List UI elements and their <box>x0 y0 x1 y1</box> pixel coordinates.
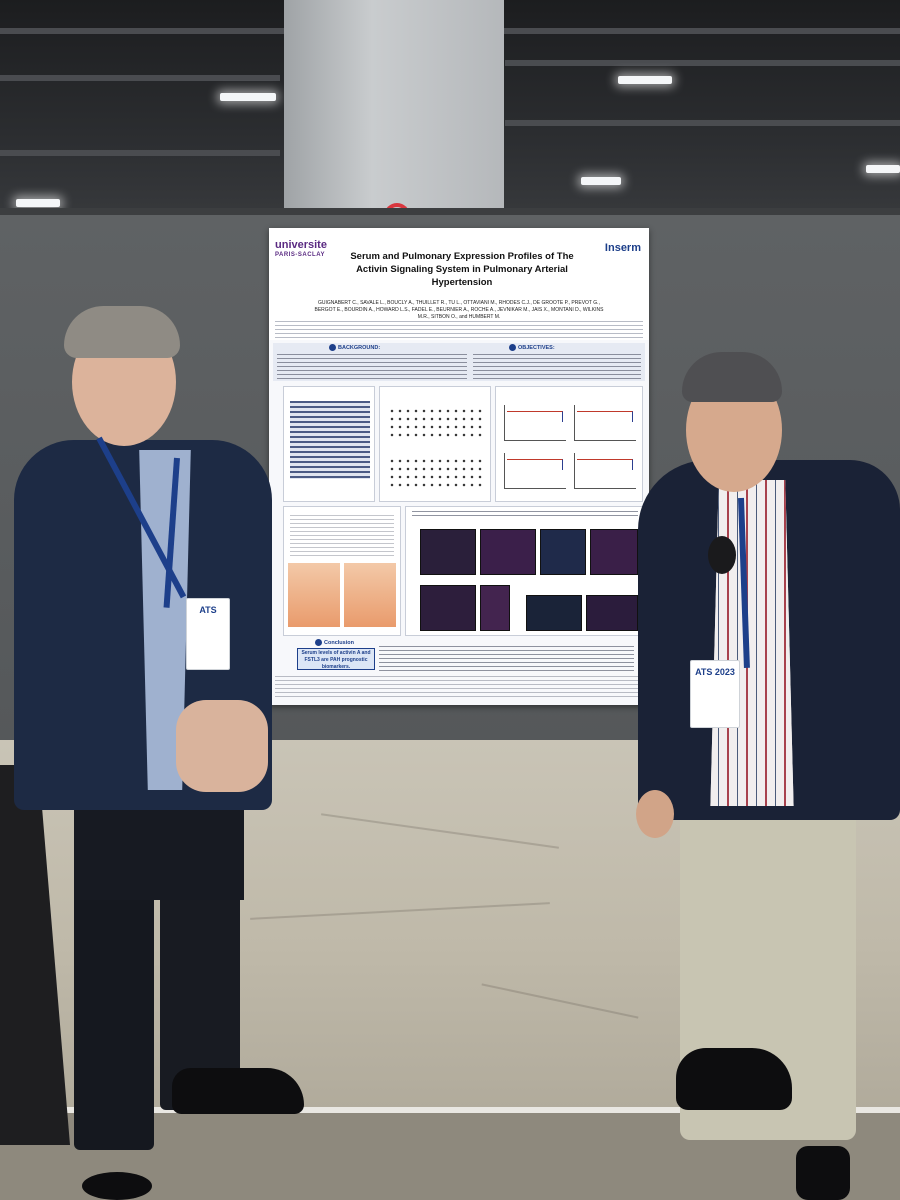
mechanism-diagram-panel <box>283 506 401 636</box>
micrograph <box>590 529 638 575</box>
floor-crack <box>250 902 550 920</box>
violin-plot <box>388 457 484 491</box>
pah-diagram <box>344 563 396 627</box>
survival-curve <box>574 453 636 489</box>
affiliations-text <box>275 321 643 341</box>
cohort-table <box>290 401 370 479</box>
micrograph <box>540 529 586 575</box>
poster-authors: GUIGNABERT C., SAVALE L., BOUCLY A., THU… <box>314 300 604 320</box>
poster-footer <box>275 676 643 700</box>
floor-crack <box>481 983 639 1019</box>
name-badge: ATS <box>186 598 230 670</box>
university-logo-sub: PARIS-SACLAY <box>275 252 326 258</box>
floor-line <box>0 1107 900 1113</box>
micrograph <box>480 529 536 575</box>
shoe <box>676 1048 792 1110</box>
ceiling-light <box>16 199 60 207</box>
sunglasses-icon <box>708 536 736 574</box>
healthy-diagram <box>288 563 340 627</box>
micrograph <box>586 595 638 631</box>
micrograph <box>420 529 476 575</box>
hair <box>682 352 782 402</box>
background-text <box>277 354 467 380</box>
conclusion-text <box>379 646 634 672</box>
ceiling-truss <box>505 60 900 66</box>
name-badge: ATS 2023 <box>690 660 740 728</box>
ceiling-truss <box>0 150 280 156</box>
survival-curve <box>504 453 566 489</box>
section-conclusion-label: Conclusion <box>324 639 354 646</box>
results-panel-survival <box>495 386 643 502</box>
results-panel-violin <box>379 386 491 502</box>
hair <box>64 306 180 358</box>
university-logo: universite PARIS-SACLAY <box>275 240 345 260</box>
section-number-icon <box>329 344 336 351</box>
floor-crack <box>321 813 559 849</box>
ceiling-light <box>220 93 276 101</box>
section-background: BACKGROUND: <box>329 344 380 351</box>
plaid-shirt <box>710 480 794 806</box>
survival-curve <box>574 405 636 441</box>
section-conclusion: Conclusion <box>315 639 354 646</box>
ceiling-light <box>618 76 672 84</box>
concrete-pillar <box>284 0 504 222</box>
hand <box>636 790 674 838</box>
ceiling-truss <box>505 120 900 126</box>
section-objectives: OBJECTIVES: <box>509 344 555 351</box>
violin-plot <box>388 407 484 441</box>
left-leg <box>74 850 154 1150</box>
survival-curve <box>504 405 566 441</box>
ceiling-light <box>866 165 900 173</box>
objectives-text <box>473 354 641 380</box>
shoe <box>82 1172 152 1200</box>
shoe <box>172 1068 304 1114</box>
section-number-icon <box>315 639 322 646</box>
ceiling-light <box>581 177 621 185</box>
conclusion-box: Serum levels of activin A and FSTL3 are … <box>297 648 375 670</box>
shoe <box>796 1146 850 1200</box>
inserm-logo: Inserm <box>604 242 641 254</box>
section-background-label: BACKGROUND: <box>338 344 381 351</box>
university-logo-text: universite <box>275 239 327 251</box>
badge-brand: ATS <box>199 605 217 615</box>
poster-title: Serum and Pulmonary Expression Profiles … <box>350 251 574 288</box>
micrograph <box>526 595 582 631</box>
micrograph <box>420 585 476 631</box>
micrograph <box>480 585 510 631</box>
ceiling-truss <box>0 75 280 81</box>
hands <box>176 700 268 792</box>
diagram-cells <box>290 515 394 557</box>
section-objectives-label: OBJECTIVES: <box>518 344 555 351</box>
section-number-icon <box>509 344 516 351</box>
histology-caption <box>412 511 638 519</box>
histology-panel <box>405 506 643 636</box>
scientific-poster: universite PARIS-SACLAY Inserm Serum and… <box>269 228 649 705</box>
results-panel-cohort <box>283 386 375 502</box>
badge-brand: ATS 2023 <box>695 667 735 677</box>
